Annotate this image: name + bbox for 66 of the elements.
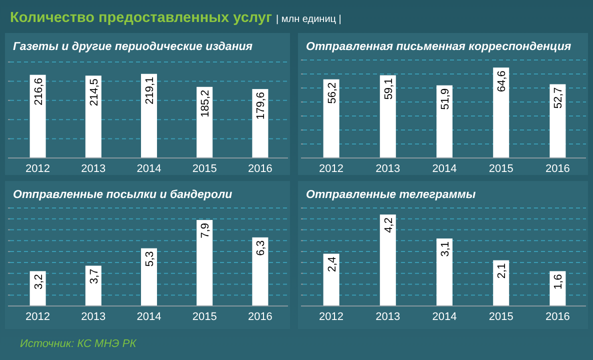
data-label: 7,9 bbox=[200, 222, 212, 238]
bar bbox=[141, 248, 157, 306]
x-tick-label: 2013 bbox=[81, 163, 106, 175]
bar bbox=[30, 74, 46, 158]
bar bbox=[323, 79, 340, 158]
data-label: 56,2 bbox=[326, 82, 338, 104]
data-label: 185,2 bbox=[200, 90, 212, 118]
x-tick-label: 2016 bbox=[545, 163, 570, 175]
data-label: 219,1 bbox=[144, 76, 156, 104]
x-tick-label: 2012 bbox=[319, 163, 344, 175]
data-label: 6,3 bbox=[255, 240, 268, 256]
data-label: 3,7 bbox=[88, 268, 100, 284]
bar bbox=[380, 214, 396, 306]
bar bbox=[323, 254, 340, 306]
bar bbox=[493, 68, 510, 158]
x-tick-label: 2013 bbox=[376, 311, 400, 323]
data-label: 3,1 bbox=[440, 241, 452, 257]
data-label: 2,4 bbox=[326, 256, 338, 272]
x-tick-label: 2014 bbox=[432, 163, 457, 175]
x-tick-label: 2016 bbox=[545, 311, 570, 323]
chart-title: Отправленная письменная корреспонденция bbox=[306, 41, 572, 53]
chart-title: Отправленные посылки и бандероли bbox=[13, 189, 232, 201]
bar bbox=[196, 86, 213, 158]
data-label: 214,5 bbox=[88, 78, 100, 106]
x-tick-label: 2016 bbox=[248, 163, 272, 175]
text: | млн единиц | bbox=[276, 14, 342, 25]
x-tick-label: 2012 bbox=[319, 311, 344, 323]
data-label: 59,1 bbox=[382, 78, 395, 100]
bar bbox=[85, 266, 102, 306]
data-label: 1,6 bbox=[552, 274, 565, 290]
x-tick-label: 2016 bbox=[248, 311, 272, 323]
x-tick-label: 2015 bbox=[488, 163, 514, 175]
bar bbox=[380, 75, 396, 158]
text: Количество предоставленных услуг bbox=[10, 10, 272, 26]
x-tick-label: 2015 bbox=[192, 163, 217, 175]
bar bbox=[550, 271, 566, 306]
x-tick-label: 2014 bbox=[432, 311, 457, 323]
data-label: 64,6 bbox=[496, 70, 508, 92]
data-label: 5,3 bbox=[144, 251, 156, 267]
x-tick-label: 2015 bbox=[488, 311, 514, 323]
x-tick-label: 2012 bbox=[26, 163, 50, 175]
data-label: 2,1 bbox=[496, 263, 508, 279]
bar bbox=[436, 85, 452, 158]
bar bbox=[196, 220, 213, 306]
bar bbox=[493, 260, 510, 306]
data-label: 3,2 bbox=[32, 274, 45, 290]
bar bbox=[85, 76, 102, 158]
x-tick-label: 2014 bbox=[136, 163, 162, 175]
data-label: 4,2 bbox=[382, 218, 395, 233]
bar bbox=[141, 74, 157, 158]
bar bbox=[252, 237, 268, 306]
x-tick-label: 2014 bbox=[136, 311, 162, 323]
x-tick-label: 2013 bbox=[81, 311, 106, 323]
x-tick-label: 2013 bbox=[376, 163, 400, 175]
x-tick-label: 2015 bbox=[192, 311, 217, 323]
bar bbox=[436, 238, 452, 306]
data-label: 179,6 bbox=[255, 92, 268, 120]
x-tick-label: 2012 bbox=[26, 311, 50, 323]
data-label: 51,9 bbox=[440, 88, 452, 110]
data-label: 52,7 bbox=[552, 87, 565, 109]
bar bbox=[252, 89, 268, 158]
chart-title: Газеты и другие периодические издания bbox=[13, 41, 253, 53]
chart-title: Отправленные телеграммы bbox=[306, 189, 476, 201]
text: Источник: КС МНЭ РК bbox=[20, 338, 137, 350]
data-label: 216,6 bbox=[32, 78, 45, 106]
bar bbox=[550, 84, 566, 158]
